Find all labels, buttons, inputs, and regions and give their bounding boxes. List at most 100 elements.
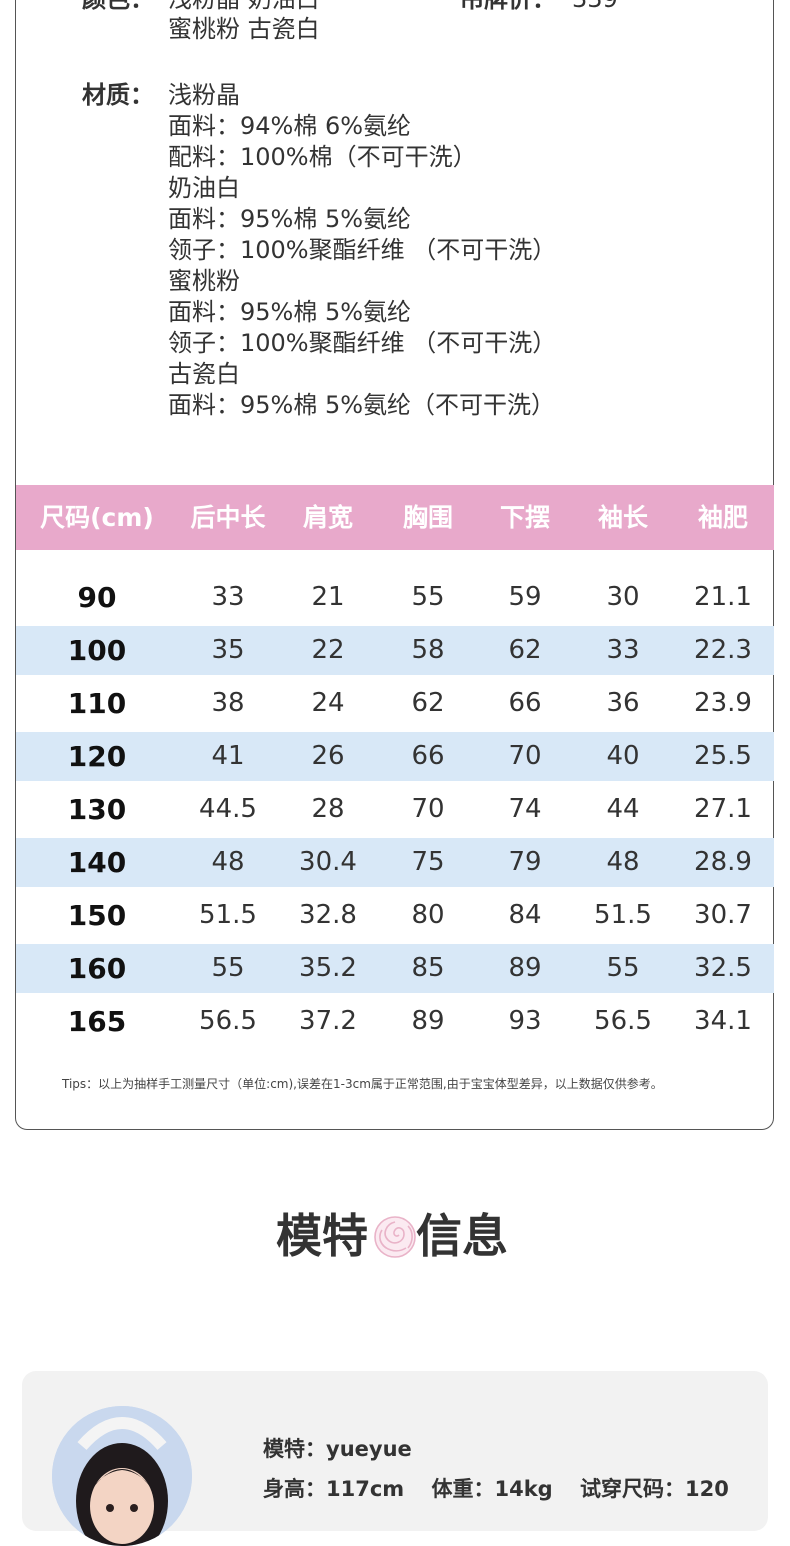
title-left: 模特 [276,1209,368,1263]
table-row: 160 55 35.2 85 89 55 32.5 [16,944,774,993]
price-value: 339 [572,0,618,15]
material-line: 配料：100%棉（不可干洗） [168,143,477,171]
material-line: 领子：100%聚酯纤维 （不可干洗） [168,236,557,264]
measure-cell: 56.5 [199,1006,257,1036]
size-cell: 140 [67,846,127,879]
measure-cell: 28.9 [694,847,752,877]
table-row: 140 48 30.4 75 79 48 28.9 [16,838,774,887]
header-shoulder: 肩宽 [302,503,353,532]
measure-cell: 66 [508,688,542,718]
measure-cell: 21.1 [694,582,752,612]
header-sleeve-length: 袖长 [597,503,648,532]
table-row: 90 33 21 55 59 30 21.1 [16,573,774,622]
measure-cell: 32.5 [694,953,752,983]
model-name: yueyue [326,1437,412,1461]
measure-cell: 25.5 [694,741,752,771]
color-values-line2: 蜜桃粉 古瓷白 [168,15,320,43]
product-info-card [15,0,774,1130]
measure-cell: 56.5 [594,1006,652,1036]
size-cell: 150 [67,899,127,932]
measure-cell: 30 [606,582,640,612]
header-hem: 下摆 [499,503,550,532]
measure-cell: 51.5 [199,900,257,930]
height-value: 117cm [326,1477,405,1501]
measure-cell: 35.2 [299,953,357,983]
measure-cell: 30.7 [694,900,752,930]
measure-cell: 55 [211,953,245,983]
height-label: 身高： [263,1477,326,1501]
measure-cell: 24 [311,688,345,718]
measure-cell: 75 [411,847,445,877]
measure-cell: 48 [211,847,245,877]
size-cell: 165 [67,1005,127,1038]
model-avatar [52,1406,192,1546]
measure-cell: 58 [411,635,445,665]
table-row: 120 41 26 66 70 40 25.5 [16,732,774,781]
measure-cell: 40 [606,741,640,771]
material-line: 领子：100%聚酯纤维 （不可干洗） [168,329,557,357]
model-name-label: 模特： [263,1437,326,1461]
weight-value: 14kg [494,1477,553,1501]
size-cell: 100 [67,634,127,667]
measure-cell: 59 [508,582,542,612]
header-sleeve-width: 袖肥 [697,503,748,532]
measure-cell: 23.9 [694,688,752,718]
material-line: 面料：95%棉 5%氨纶（不可干洗） [168,391,556,419]
table-row: 165 56.5 37.2 89 93 56.5 34.1 [16,997,774,1046]
material-label: 材质： [82,81,154,109]
measure-cell: 74 [508,794,542,824]
measure-cell: 41 [211,741,245,771]
model-stats-line: 身高：117cm 体重：14kg 试穿尺码：120 [263,1473,729,1503]
measure-cell: 37.2 [299,1006,357,1036]
try-size-label: 试穿尺码： [580,1477,686,1501]
measure-cell: 44 [606,794,640,824]
measure-cell: 22 [311,635,345,665]
size-cell: 110 [67,687,127,720]
material-line: 浅粉晶 [168,81,240,109]
measure-cell: 51.5 [594,900,652,930]
table-row: 110 38 24 62 66 36 23.9 [16,679,774,728]
measure-cell: 28 [311,794,345,824]
measure-cell: 66 [411,741,445,771]
tips-text: Tips：以上为抽样手工测量尺寸（单位:cm),误差在1-3cm属于正常范围,由… [62,1077,663,1091]
measure-cell: 79 [508,847,542,877]
measure-cell: 89 [411,1006,445,1036]
measure-cell: 33 [211,582,245,612]
measure-cell: 26 [311,741,345,771]
size-cell: 160 [67,952,127,985]
measure-cell: 62 [411,688,445,718]
measure-cell: 48 [606,847,640,877]
color-values-line1: 浅粉晶 奶油白 [168,0,320,15]
material-line: 蜜桃粉 [168,267,240,295]
measure-cell: 27.1 [694,794,752,824]
size-cell: 90 [77,581,117,614]
header-chest: 胸围 [402,503,453,532]
measure-cell: 70 [508,741,542,771]
size-table-header: 尺码(cm) 后中长 肩宽 胸围 下摆 袖长 袖肥 [16,485,774,550]
measure-cell: 34.1 [694,1006,752,1036]
weight-label: 体重： [431,1477,495,1501]
measure-cell: 80 [411,900,445,930]
measure-cell: 93 [508,1006,542,1036]
measure-cell: 70 [411,794,445,824]
measure-cell: 32.8 [299,900,357,930]
table-row: 100 35 22 58 62 33 22.3 [16,626,774,675]
measure-cell: 30.4 [299,847,357,877]
measure-cell: 85 [411,953,445,983]
size-cell: 130 [67,793,127,826]
measure-cell: 55 [606,953,640,983]
measure-cell: 21 [311,582,345,612]
material-line: 面料：95%棉 5%氨纶 [168,298,412,326]
rose-icon [368,1210,422,1264]
title-right: 信息 [416,1209,508,1263]
measure-cell: 33 [606,635,640,665]
measure-cell: 35 [211,635,245,665]
measure-cell: 62 [508,635,542,665]
measure-cell: 38 [211,688,245,718]
measure-cell: 89 [508,953,542,983]
measure-cell: 84 [508,900,542,930]
model-section-title: 模特 信息 [0,1206,790,1266]
header-size: 尺码(cm) [40,503,154,532]
material-line: 面料：94%棉 6%氨纶 [168,112,412,140]
header-back-length: 后中长 [190,503,266,532]
